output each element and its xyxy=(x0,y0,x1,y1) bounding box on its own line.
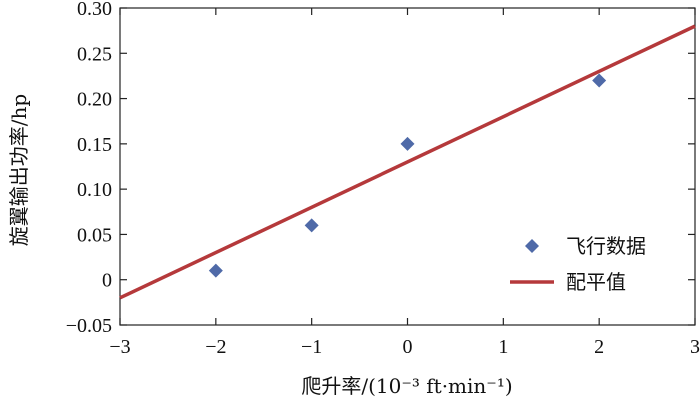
y-tick-label: 0.10 xyxy=(77,179,112,201)
flight-data-point xyxy=(592,73,607,88)
x-tick-label: 1 xyxy=(498,336,508,358)
legend-label-trim: 配平值 xyxy=(566,270,626,294)
y-tick-label: 0 xyxy=(102,270,112,292)
x-tick-label: 2 xyxy=(594,336,604,358)
x-tick-label: 3 xyxy=(690,336,700,358)
y-tick-label: 0.05 xyxy=(77,224,112,246)
x-tick-label: −2 xyxy=(205,336,226,358)
y-axis-title: 旋翼输出功率/hp xyxy=(7,94,31,246)
flight-data-point xyxy=(304,218,319,233)
y-tick-label: 0.15 xyxy=(77,134,112,156)
legend-marker-flight-data xyxy=(525,239,539,253)
y-tick-label: −0.05 xyxy=(66,315,112,337)
trim-line xyxy=(119,24,696,300)
flight-data-point xyxy=(208,263,223,278)
x-tick-label: −3 xyxy=(109,336,130,358)
marks xyxy=(119,24,696,300)
y-tick-label: 0.25 xyxy=(77,43,112,65)
x-axis-title: 爬升率/(10⁻³ ft·min⁻¹) xyxy=(301,374,512,398)
y-tick-label: 0.30 xyxy=(77,0,112,20)
x-tick-label: 0 xyxy=(403,336,413,358)
x-tick-label: −1 xyxy=(301,336,322,358)
flight-data-point xyxy=(400,136,415,151)
y-tick-label: 0.20 xyxy=(77,89,112,111)
legend-label-flight-data: 飞行数据 xyxy=(566,234,646,258)
ticks: −3 −2 −1 0 1 2 3 −0.05 0 0.05 0.10 0.15 0.20 0.25 0.30 xyxy=(66,0,700,358)
